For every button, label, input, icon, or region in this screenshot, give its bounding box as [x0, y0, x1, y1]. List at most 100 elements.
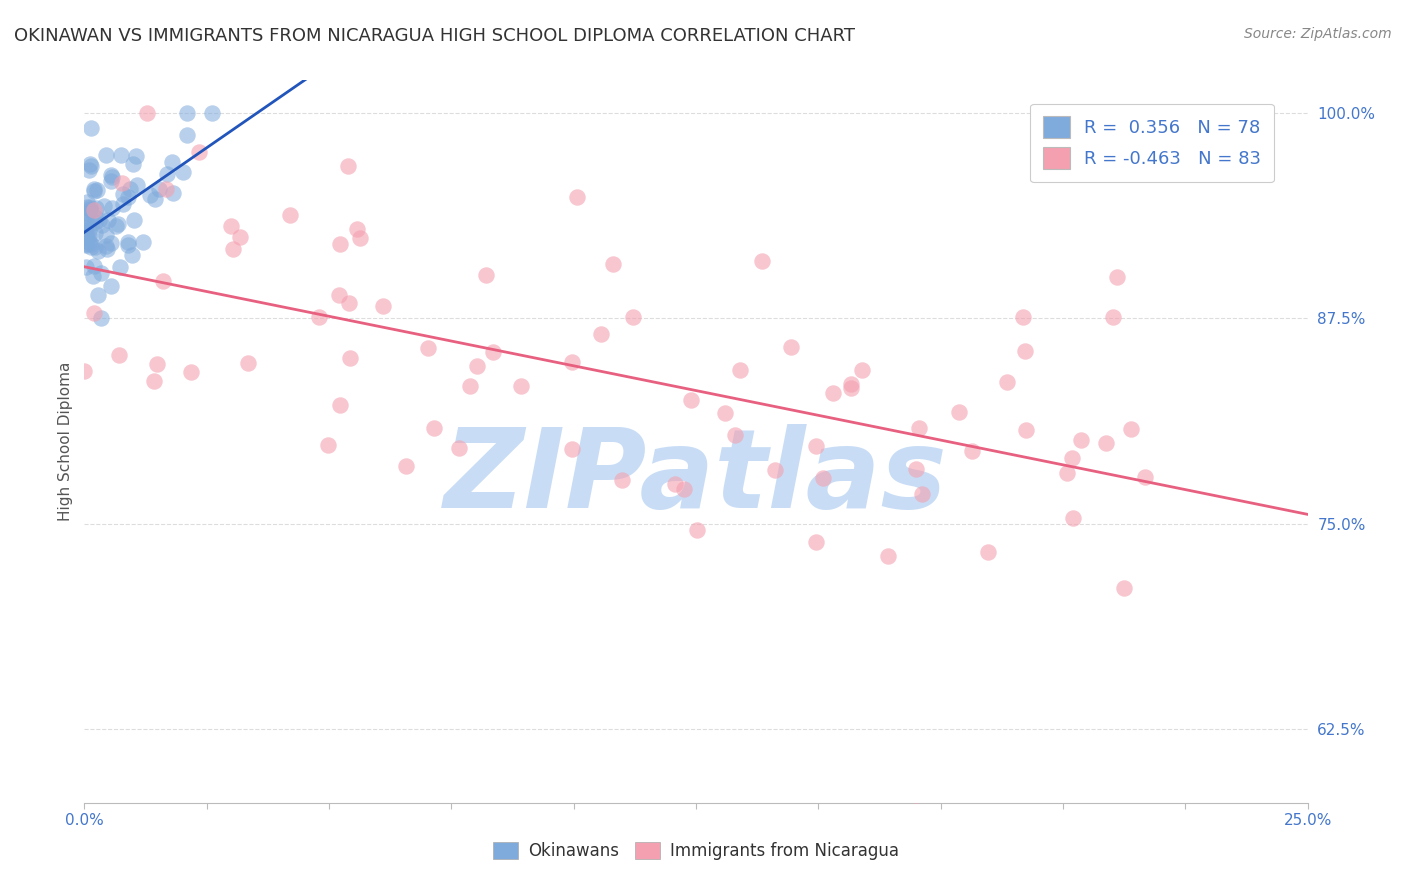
Point [681, 392, 703, 407]
Point [86, 183, 108, 197]
Point [371, 300, 394, 314]
Point [110, 260, 132, 274]
Point [481, 345, 503, 359]
Point [75, 218, 97, 232]
Point [1133, 470, 1156, 484]
Point [672, 482, 695, 496]
Point [349, 231, 371, 245]
Point [94, 227, 117, 242]
Point [125, 149, 148, 163]
Point [117, 235, 139, 249]
Point [117, 190, 139, 204]
Point [162, 186, 184, 200]
Point [337, 295, 360, 310]
Point [278, 208, 301, 222]
Point [79, 202, 101, 216]
Point [763, 462, 786, 476]
Point [143, 375, 166, 389]
Point [80, 240, 103, 254]
Point [80, 237, 103, 252]
Point [77, 205, 100, 219]
Point [80, 159, 103, 173]
Point [79, 203, 101, 218]
Point [84, 202, 107, 216]
Point [1014, 343, 1036, 358]
Point [87, 288, 110, 302]
Point [751, 253, 773, 268]
Point [148, 182, 170, 196]
Point [1105, 270, 1128, 285]
Point [122, 213, 145, 227]
Point [219, 219, 242, 233]
Point [90, 266, 112, 280]
Point [839, 381, 862, 395]
Point [474, 268, 496, 282]
Point [904, 462, 927, 476]
Point [143, 192, 166, 206]
Point [724, 428, 747, 442]
Point [132, 235, 155, 249]
Point [107, 217, 129, 231]
Point [139, 188, 162, 202]
Point [172, 165, 194, 179]
Point [458, 379, 481, 393]
Point [1012, 310, 1035, 325]
Point [811, 471, 834, 485]
Point [96, 147, 118, 161]
Point [96, 242, 118, 256]
Point [118, 182, 141, 196]
Point [90, 310, 112, 325]
Point [1112, 582, 1135, 596]
Point [101, 202, 124, 216]
Point [83, 182, 105, 196]
Point [728, 363, 751, 377]
Point [180, 365, 202, 379]
Point [308, 310, 330, 324]
Point [851, 362, 873, 376]
Point [222, 243, 245, 257]
Point [91, 218, 114, 232]
Point [121, 248, 143, 262]
Point [960, 443, 983, 458]
Point [589, 326, 612, 341]
Point [176, 128, 198, 143]
Point [821, 385, 844, 400]
Legend: Okinawans, Immigrants from Nicaragua: Okinawans, Immigrants from Nicaragua [486, 835, 905, 867]
Point [686, 523, 709, 537]
Point [910, 487, 932, 501]
Point [1056, 466, 1078, 480]
Point [75, 238, 97, 252]
Point [1095, 436, 1118, 450]
Point [806, 535, 828, 549]
Point [73, 221, 96, 235]
Point [73, 215, 96, 229]
Point [1015, 423, 1038, 437]
Point [93, 199, 115, 213]
Point [73, 364, 96, 378]
Point [83, 210, 105, 224]
Point [329, 236, 352, 251]
Point [75, 226, 97, 240]
Point [75, 237, 97, 252]
Point [229, 230, 252, 244]
Point [76, 200, 98, 214]
Point [664, 476, 686, 491]
Point [561, 355, 583, 369]
Point [948, 405, 970, 419]
Point [76, 230, 98, 244]
Point [329, 398, 352, 412]
Point [714, 406, 737, 420]
Point [977, 545, 1000, 559]
Point [76, 195, 98, 210]
Point [84, 240, 107, 254]
Point [79, 200, 101, 214]
Point [176, 106, 198, 120]
Point [105, 219, 128, 233]
Point [87, 212, 110, 227]
Point [1062, 511, 1084, 525]
Point [83, 184, 105, 198]
Point [125, 178, 148, 193]
Point [346, 222, 368, 236]
Point [94, 238, 117, 252]
Point [84, 227, 107, 241]
